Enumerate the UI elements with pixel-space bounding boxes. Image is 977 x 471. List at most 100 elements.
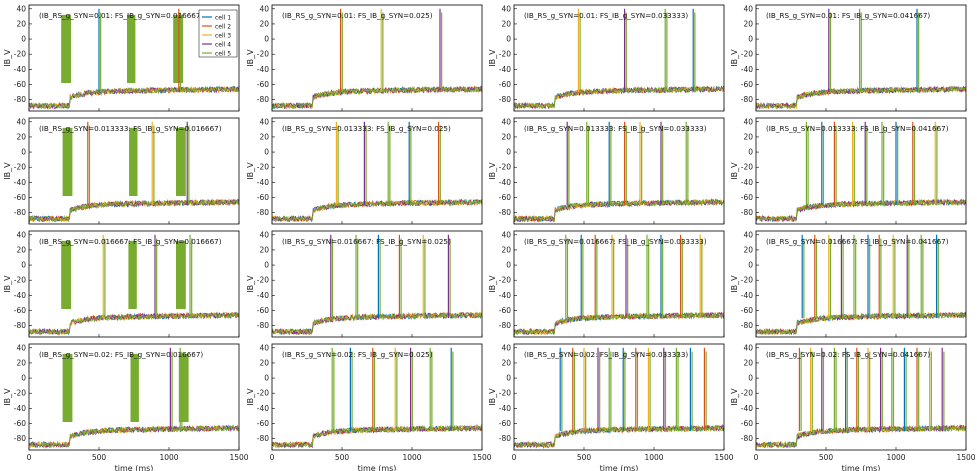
burst-mark bbox=[128, 240, 137, 309]
subplot-11: -80 -60 -40 -20 0 20 40 IB_V (IB_RS_g_SYN=0.0166… bbox=[488, 230, 725, 338]
trace-group bbox=[29, 347, 239, 449]
axes-frame bbox=[513, 230, 725, 338]
y-tick-label: -40 bbox=[14, 291, 26, 300]
y-tick-label: -80 bbox=[14, 434, 26, 443]
y-tick-label: 20 bbox=[743, 245, 753, 254]
y-tick-label: 40 bbox=[743, 230, 753, 239]
axes-frame bbox=[755, 230, 967, 338]
y-tick-label: -80 bbox=[499, 95, 511, 104]
axes-frame bbox=[755, 343, 967, 451]
y-tick-label: -40 bbox=[741, 291, 753, 300]
y-tick-label: 20 bbox=[259, 358, 269, 367]
y-axis-label: IB_V bbox=[488, 388, 497, 406]
trace-group bbox=[272, 121, 482, 223]
subplot-title: (IB_RS_g_SYN=0.013333: FS_IB_g_SYN=0.016… bbox=[39, 124, 222, 133]
y-tick-label: 40 bbox=[16, 117, 26, 126]
y-tick-label: -40 bbox=[741, 404, 753, 413]
axes-frame bbox=[28, 117, 240, 225]
y-tick-label: 20 bbox=[16, 19, 26, 28]
x-tick-label: 0 bbox=[512, 453, 517, 462]
y-tick-label: 0 bbox=[21, 148, 26, 157]
subplot-title: (IB_RS_g_SYN=0.013333: FS_IB_g_SYN=0.025… bbox=[282, 124, 451, 133]
x-tick-label: 1000 bbox=[402, 453, 421, 462]
trace-cell-4 bbox=[514, 424, 724, 449]
y-tick-label: 20 bbox=[743, 132, 753, 141]
y-tick-label: -80 bbox=[257, 321, 269, 330]
y-tick-label: -60 bbox=[14, 306, 26, 315]
axes-frame bbox=[755, 117, 967, 225]
y-tick-label: -60 bbox=[499, 193, 511, 202]
y-tick-label: 0 bbox=[748, 35, 753, 44]
plot-area bbox=[272, 118, 482, 224]
plot-area bbox=[514, 5, 724, 111]
subplot-title: (IB_RS_g_SYN=0.01: FS_IB_g_SYN=0.041667) bbox=[766, 11, 930, 20]
axes-frame bbox=[513, 4, 725, 112]
x-tick-label: 1000 bbox=[886, 453, 905, 462]
plot-area bbox=[272, 5, 482, 111]
y-tick-label: 20 bbox=[501, 245, 511, 254]
trace-cell-5 bbox=[29, 85, 239, 110]
y-tick-label: -80 bbox=[741, 321, 753, 330]
legend-entry: cell 3 bbox=[215, 33, 231, 40]
axes-frame bbox=[513, 343, 725, 451]
y-tick-label: -20 bbox=[499, 276, 511, 285]
y-tick-label: 40 bbox=[259, 4, 269, 13]
y-tick-label: -80 bbox=[14, 95, 26, 104]
y-tick-label: 0 bbox=[21, 374, 26, 383]
trace-cell-5 bbox=[514, 424, 724, 449]
y-tick-label: -60 bbox=[14, 419, 26, 428]
y-tick-label: -40 bbox=[741, 178, 753, 187]
y-tick-label: 40 bbox=[501, 4, 511, 13]
y-tick-label: 20 bbox=[16, 132, 26, 141]
subplot-4: -80 -60 -40 -20 0 20 40 IB_V (IB_RS_g_SYN=0.01: … bbox=[730, 4, 967, 112]
y-tick-label: 0 bbox=[506, 35, 511, 44]
y-tick-label: -40 bbox=[499, 404, 511, 413]
y-axis-label: IB_V bbox=[730, 49, 739, 67]
y-tick-label: 0 bbox=[264, 261, 269, 270]
y-tick-label: -60 bbox=[14, 193, 26, 202]
subplot-7: -80 -60 -40 -20 0 20 40 IB_V (IB_RS_g_SYN=0.0133… bbox=[488, 117, 725, 225]
y-tick-label: -20 bbox=[257, 163, 269, 172]
y-axis-label: IB_V bbox=[3, 162, 12, 180]
y-tick-label: 40 bbox=[16, 4, 26, 13]
y-tick-label: -40 bbox=[257, 65, 269, 74]
burst-mark bbox=[176, 127, 186, 196]
axes-frame bbox=[271, 343, 483, 451]
burst-mark bbox=[176, 240, 186, 309]
trace-group bbox=[514, 8, 724, 110]
y-tick-label: 0 bbox=[264, 148, 269, 157]
y-tick-label: -60 bbox=[741, 306, 753, 315]
y-axis-label: IB_V bbox=[3, 49, 12, 67]
y-tick-label: -20 bbox=[741, 389, 753, 398]
y-tick-label: 40 bbox=[743, 343, 753, 352]
x-axis-label: time (ms) bbox=[115, 464, 154, 471]
subplot-title: (IB_RS_g_SYN=0.02: FS_IB_g_SYN=0.041667) bbox=[766, 350, 930, 359]
axes-frame bbox=[513, 117, 725, 225]
y-axis-label: IB_V bbox=[730, 388, 739, 406]
subplot-5: -80 -60 -40 -20 0 20 40 IB_V (IB_RS_g_SYN=0.0133… bbox=[3, 117, 240, 225]
y-tick-label: -60 bbox=[741, 193, 753, 202]
y-tick-label: 20 bbox=[501, 358, 511, 367]
y-tick-label: -40 bbox=[741, 65, 753, 74]
trace-group bbox=[272, 8, 482, 110]
legend-entry: cell 4 bbox=[215, 42, 231, 49]
x-tick-label: 0 bbox=[27, 453, 32, 462]
burst-mark bbox=[130, 353, 139, 422]
trace-cell-5 bbox=[756, 85, 966, 110]
plot-area bbox=[514, 118, 724, 224]
y-tick-label: 0 bbox=[748, 374, 753, 383]
y-tick-label: -60 bbox=[257, 193, 269, 202]
subplot-8: -80 -60 -40 -20 0 20 40 IB_V (IB_RS_g_SYN=0.0133… bbox=[730, 117, 967, 225]
legend-entry: cell 1 bbox=[215, 15, 231, 22]
x-tick-label: 500 bbox=[335, 453, 350, 462]
trace-group bbox=[514, 121, 724, 223]
burst-mark bbox=[62, 353, 73, 422]
y-tick-label: 40 bbox=[259, 343, 269, 352]
burst-mark bbox=[127, 14, 136, 83]
legend-entry: cell 2 bbox=[215, 24, 231, 31]
y-tick-label: -40 bbox=[257, 291, 269, 300]
burst-mark bbox=[129, 127, 138, 196]
y-tick-label: 20 bbox=[743, 19, 753, 28]
axes-frame bbox=[28, 230, 240, 338]
